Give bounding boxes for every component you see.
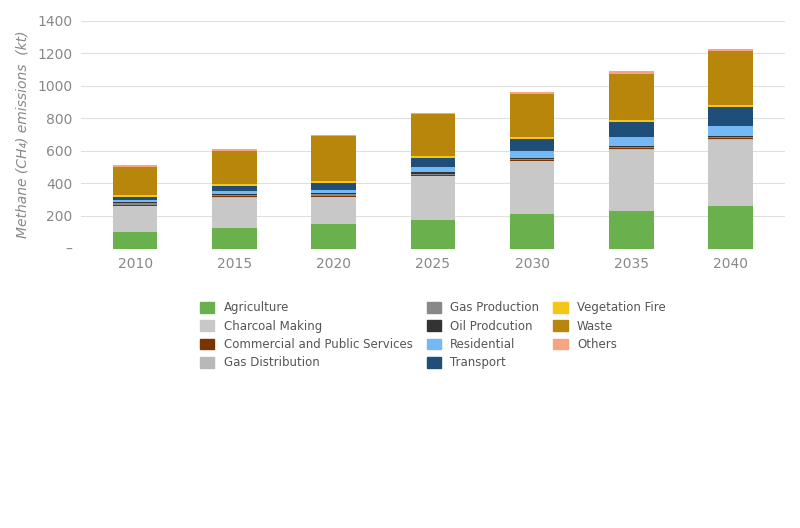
Bar (212, 195, 257, 196)
Bar (113, 202, 158, 203)
Bar (708, 136, 753, 137)
Bar (311, 181, 356, 183)
Bar (609, 74, 654, 120)
Bar (311, 197, 356, 224)
Bar (510, 139, 554, 150)
Bar (708, 140, 753, 206)
Bar (708, 138, 753, 139)
Bar (113, 232, 158, 249)
Bar (311, 194, 356, 196)
Bar (609, 137, 654, 146)
Bar (410, 112, 455, 114)
Bar (311, 196, 356, 197)
Bar (609, 148, 654, 149)
Bar (212, 149, 257, 151)
Bar (510, 137, 554, 139)
Bar (609, 146, 654, 147)
Bar (510, 162, 554, 214)
Bar (410, 175, 455, 176)
Bar (609, 120, 654, 122)
Bar (510, 92, 554, 94)
Bar (410, 176, 455, 220)
Bar (212, 184, 257, 186)
Bar (410, 173, 455, 174)
Bar (510, 157, 554, 158)
Bar (708, 137, 753, 138)
Bar (113, 203, 158, 205)
Bar (113, 197, 158, 200)
Bar (113, 165, 158, 167)
Bar (510, 94, 554, 137)
Bar (212, 197, 257, 228)
Bar (311, 136, 356, 181)
Bar (212, 191, 257, 194)
Bar (212, 151, 257, 184)
Bar (311, 135, 356, 136)
Bar (510, 160, 554, 161)
Bar (609, 71, 654, 74)
Y-axis label: Methane (CH₄) emissions  (kt): Methane (CH₄) emissions (kt) (15, 31, 29, 238)
Legend: Agriculture, Charcoal Making, Commercial and Public Services, Gas Distribution, : Agriculture, Charcoal Making, Commercial… (194, 296, 672, 375)
Bar (212, 186, 257, 191)
Bar (410, 220, 455, 249)
Bar (113, 206, 158, 232)
Bar (113, 205, 158, 206)
Bar (311, 190, 356, 193)
Bar (708, 107, 753, 126)
Bar (609, 211, 654, 249)
Bar (708, 206, 753, 249)
Bar (311, 224, 356, 249)
Bar (609, 149, 654, 211)
Bar (212, 194, 257, 195)
Bar (311, 193, 356, 194)
Bar (410, 158, 455, 167)
Bar (609, 122, 654, 137)
Bar (113, 200, 158, 202)
Bar (510, 214, 554, 249)
Bar (708, 49, 753, 51)
Bar (510, 161, 554, 162)
Bar (113, 167, 158, 195)
Bar (708, 51, 753, 105)
Bar (410, 114, 455, 156)
Bar (410, 167, 455, 173)
Bar (410, 174, 455, 175)
Bar (113, 195, 158, 197)
Bar (609, 147, 654, 148)
Bar (212, 196, 257, 197)
Bar (708, 126, 753, 136)
Bar (510, 150, 554, 157)
Bar (410, 156, 455, 158)
Bar (708, 139, 753, 140)
Bar (510, 158, 554, 160)
Bar (311, 183, 356, 190)
Bar (212, 228, 257, 249)
Bar (708, 105, 753, 107)
